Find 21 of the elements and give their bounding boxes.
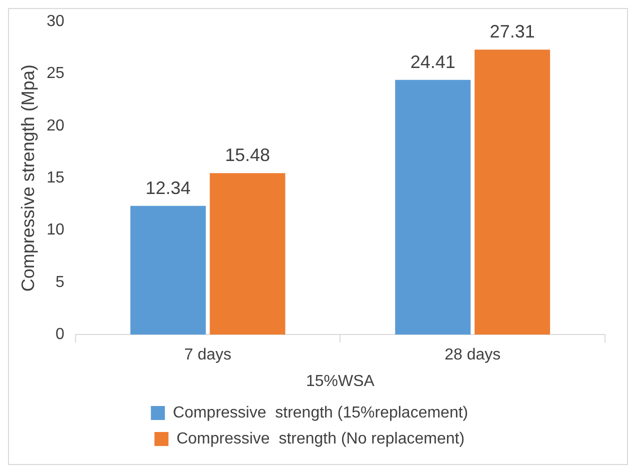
bar bbox=[130, 206, 206, 335]
data-label: 15.48 bbox=[224, 145, 270, 166]
y-axis-title: Compressive strength (Mpa) bbox=[18, 64, 38, 292]
data-label: 27.31 bbox=[490, 22, 535, 42]
y-tick-label: 30 bbox=[46, 13, 64, 30]
x-tick-label: 28 days bbox=[444, 346, 501, 364]
bar bbox=[210, 173, 286, 335]
y-tick-label: 5 bbox=[55, 274, 64, 291]
legend-label: Compressive strength (15%replacement) bbox=[172, 404, 468, 422]
data-label: 24.41 bbox=[410, 52, 456, 72]
bar bbox=[395, 80, 471, 335]
y-tick-label: 25 bbox=[46, 65, 64, 82]
x-axis-title: 15%WSA bbox=[306, 372, 375, 390]
x-tick-label: 7 days bbox=[184, 346, 232, 364]
data-label: 12.34 bbox=[146, 178, 191, 198]
y-tick-label: 0 bbox=[55, 326, 64, 344]
legend-label: Compressive strength (No replacement) bbox=[176, 430, 465, 448]
y-tick-label: 15 bbox=[46, 170, 64, 187]
y-tick-label: 20 bbox=[46, 117, 64, 134]
y-tick-label: 10 bbox=[46, 222, 64, 239]
bar bbox=[474, 50, 550, 335]
